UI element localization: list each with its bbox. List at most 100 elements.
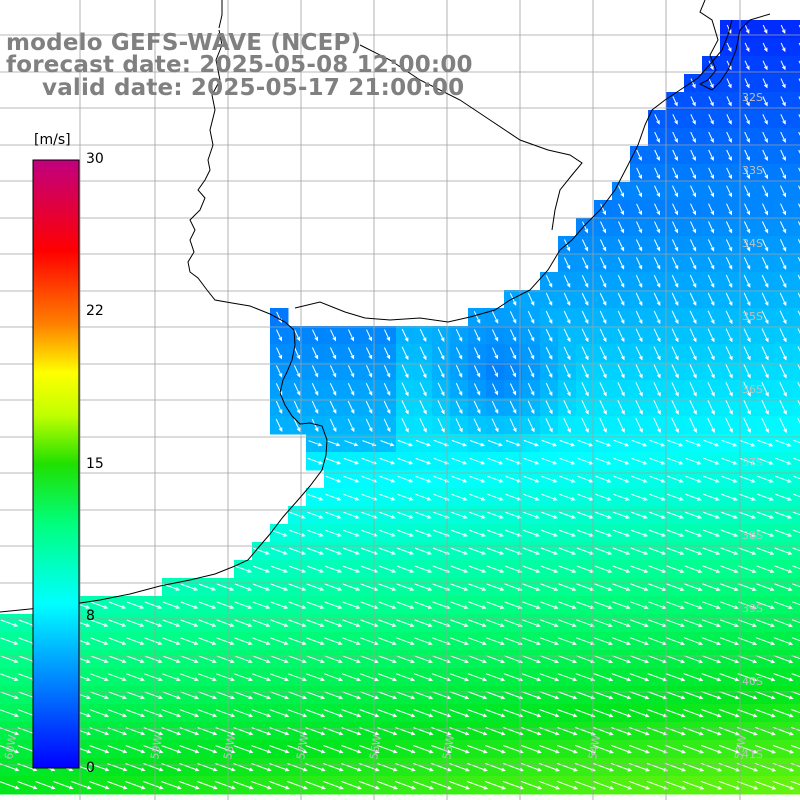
wind-arrow bbox=[311, 347, 319, 360]
wind-arrow bbox=[144, 601, 163, 609]
wind-arrow bbox=[341, 780, 362, 790]
wind-arrow bbox=[377, 709, 398, 718]
wind-arrow bbox=[90, 655, 109, 663]
wind-arrow bbox=[685, 457, 702, 465]
wind-arrow bbox=[720, 583, 739, 591]
wind-arrow bbox=[325, 511, 342, 519]
wind-arrow bbox=[780, 149, 786, 162]
wind-arrow bbox=[437, 418, 445, 433]
wind-arrow bbox=[276, 329, 282, 342]
wind-arrow bbox=[617, 417, 625, 433]
wind-arrow bbox=[708, 149, 714, 162]
wind-arrow bbox=[599, 239, 607, 252]
wind-arrow bbox=[419, 346, 427, 361]
wind-arrow bbox=[522, 583, 541, 591]
wind-arrow bbox=[599, 346, 607, 361]
wind-arrow bbox=[215, 691, 236, 700]
wind-arrow bbox=[414, 547, 433, 555]
wind-arrow bbox=[71, 781, 92, 790]
wind-arrow bbox=[737, 673, 758, 682]
colorbar-tick-8: 8 bbox=[86, 608, 95, 624]
wind-arrow bbox=[342, 601, 361, 609]
wind-arrow bbox=[378, 601, 397, 609]
wind-arrow bbox=[595, 475, 612, 483]
wind-arrow bbox=[773, 619, 793, 628]
wind-arrow bbox=[703, 475, 720, 483]
wind-arrow bbox=[35, 781, 56, 790]
wind-arrow bbox=[413, 655, 433, 664]
lat-label: 35S bbox=[742, 310, 763, 323]
wind-arrow bbox=[721, 439, 738, 447]
wind-arrow bbox=[162, 655, 181, 663]
wind-arrow bbox=[672, 149, 678, 162]
wind-arrow bbox=[558, 547, 577, 555]
wind-arrow bbox=[450, 601, 469, 609]
wind-arrow bbox=[744, 42, 750, 53]
wind-arrow bbox=[685, 475, 702, 483]
wind-arrow bbox=[719, 709, 740, 718]
wind-arrow bbox=[455, 382, 463, 396]
wind-arrow bbox=[306, 655, 325, 663]
uruguay-border bbox=[218, 0, 223, 29]
wind-arrow bbox=[635, 399, 643, 415]
wind-arrow bbox=[690, 167, 696, 180]
wind-arrow bbox=[779, 346, 787, 361]
wind-arrow bbox=[761, 328, 769, 343]
wind-arrow bbox=[630, 547, 649, 555]
wind-arrow bbox=[505, 457, 522, 465]
wind-arrow bbox=[611, 637, 631, 646]
wind-arrow bbox=[726, 149, 732, 162]
wind-arrow bbox=[744, 203, 750, 216]
wind-arrow bbox=[617, 399, 625, 415]
wind-arrow bbox=[252, 619, 271, 627]
wind-arrow bbox=[539, 637, 559, 646]
wind-cell bbox=[792, 596, 800, 615]
wind-arrow bbox=[563, 257, 571, 270]
wind-arrow bbox=[360, 637, 379, 645]
wind-arrow bbox=[718, 780, 741, 790]
wind-arrow bbox=[180, 601, 199, 609]
wind-arrow bbox=[473, 365, 481, 378]
wind-arrow bbox=[702, 511, 721, 519]
wind-arrow bbox=[719, 673, 740, 682]
wind-cell bbox=[792, 434, 800, 453]
wind-arrow bbox=[738, 583, 757, 591]
wind-arrow bbox=[378, 619, 397, 627]
wind-cell bbox=[792, 578, 800, 597]
wind-cell bbox=[792, 20, 800, 39]
wind-arrow bbox=[599, 310, 607, 325]
wind-arrow bbox=[143, 691, 163, 700]
wind-arrow bbox=[359, 673, 380, 682]
wind-arrow bbox=[593, 673, 614, 682]
wind-arrow bbox=[401, 346, 409, 361]
wind-arrow bbox=[630, 619, 649, 628]
wind-arrow bbox=[216, 673, 235, 682]
wind-arrow bbox=[347, 382, 355, 396]
wind-cell bbox=[792, 740, 800, 759]
wind-arrow bbox=[308, 440, 323, 447]
lat-label: 37S bbox=[742, 456, 763, 469]
wind-arrow bbox=[744, 60, 750, 71]
wind-arrow bbox=[755, 709, 776, 718]
wind-arrow bbox=[773, 691, 794, 700]
wind-arrow bbox=[743, 381, 751, 397]
wind-arrow bbox=[527, 329, 535, 342]
wind-arrow bbox=[757, 475, 774, 483]
wind-arrow bbox=[540, 619, 559, 627]
wind-arrow bbox=[252, 583, 271, 591]
wind-arrow bbox=[449, 691, 470, 700]
wind-arrow bbox=[701, 709, 722, 718]
wind-arrow bbox=[197, 709, 218, 718]
wind-arrow bbox=[617, 346, 625, 361]
wind-arrow bbox=[324, 601, 343, 609]
wind-arrow bbox=[468, 637, 487, 646]
wind-arrow bbox=[635, 417, 643, 433]
wind-cell bbox=[792, 182, 800, 201]
wind-arrow bbox=[649, 439, 666, 447]
wind-arrow bbox=[779, 399, 787, 415]
wind-arrow bbox=[144, 655, 163, 663]
wind-arrow bbox=[672, 167, 678, 180]
wind-arrow bbox=[725, 399, 733, 415]
wind-arrow bbox=[270, 655, 289, 663]
wind-arrow bbox=[612, 619, 631, 627]
